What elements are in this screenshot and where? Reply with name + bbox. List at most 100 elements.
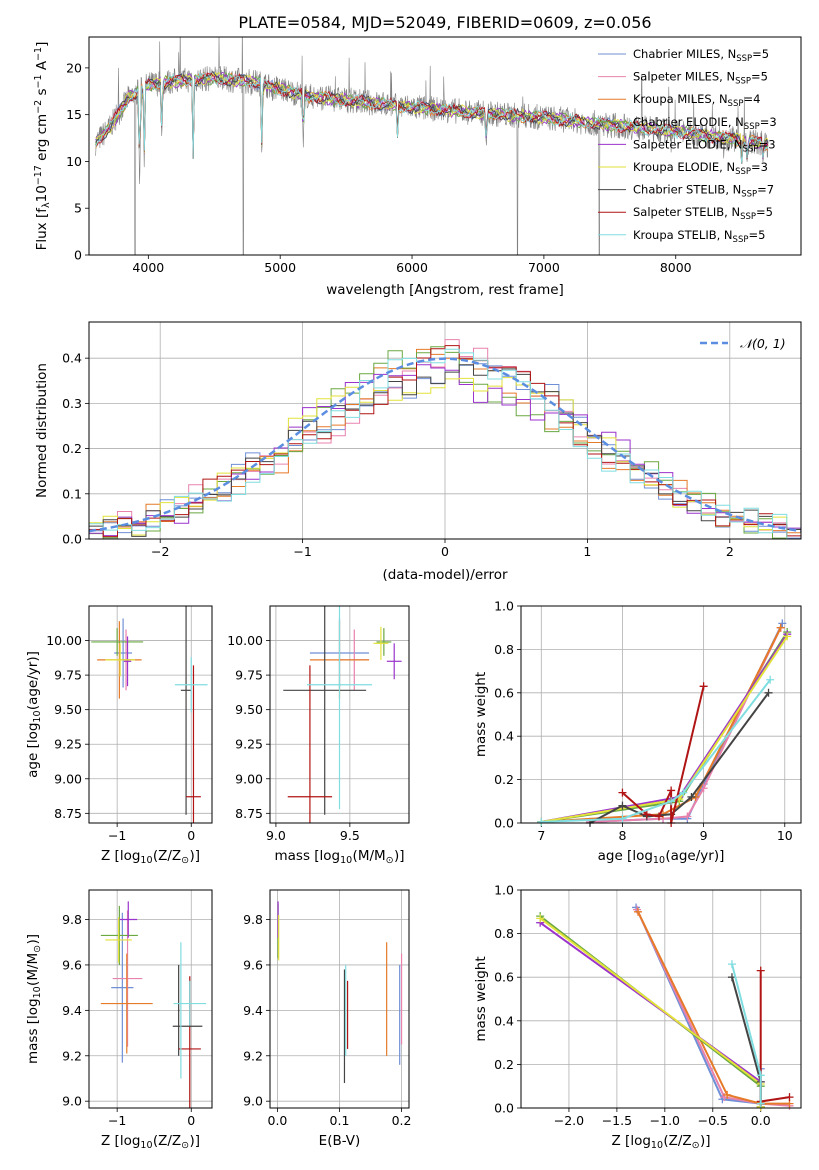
- residuals-xtick-label: 0: [441, 544, 449, 559]
- mass_vs_Z-ylabel: mass [log: [25, 998, 41, 1064]
- age_vs_Z-xlabel-close: )]: [189, 848, 200, 864]
- massweight_vs_Z-xlabel-close: )]: [700, 1133, 711, 1149]
- massweight_vs_Z-xlabel-sun: ⊙: [692, 1140, 700, 1151]
- massweight_vs_age-ytick-label: 0.4: [494, 729, 514, 744]
- age_vs_Z-xlabel: Z [log10 (Z/Z⊙ )]: [101, 848, 200, 866]
- mass_vs_Z-ylabel-sun: ⊙: [32, 945, 43, 953]
- series-marker: [783, 632, 792, 641]
- gaussian-curve: [88, 357, 802, 533]
- spectrum-model-line: [95, 70, 769, 164]
- massweight_vs_age-xtick-label: 10: [777, 828, 793, 843]
- legend-value: =3: [760, 115, 777, 129]
- series-line: [539, 921, 762, 1107]
- spectrum-ytick-label: 20: [66, 60, 82, 75]
- mass_vs_ebv-xtick-label: 0.2: [392, 1113, 412, 1128]
- series-line: [759, 970, 790, 1103]
- mass_vs_Z-xlabel-close: )]: [189, 1133, 200, 1149]
- residuals-ytick-label: 0.4: [62, 351, 82, 366]
- massweight_vs_Z-ytick-label: 0.4: [494, 1013, 514, 1028]
- legend-value: =3: [759, 137, 776, 151]
- spectrum-xtick-label: 6000: [396, 260, 428, 275]
- legend-name: Chabrier ELODIE, N: [633, 115, 744, 129]
- series-marker: [764, 688, 773, 697]
- spectrum-model-line: [95, 72, 769, 164]
- spectrum-ytick-label: 0: [74, 248, 82, 263]
- mass_vs_Z-ytick-label: 9.2: [62, 1048, 82, 1063]
- age_vs_Z-ylabel-sub: 10: [32, 710, 43, 722]
- massweight_vs_age-ytick-label: 0.6: [494, 685, 514, 700]
- massweight_vs_Z-xtick-label: 0.0: [751, 1113, 771, 1128]
- spectrum-model-line: [95, 71, 769, 164]
- residual-histogram: [89, 364, 801, 539]
- residuals-chart: −2 −1 0 1 2 0.0 0.1 0.2 0.3 0.4 𝒩(0, 1) (data-model…: [34, 321, 802, 583]
- series-line: [541, 627, 782, 823]
- massweight_vs_Z-ylabel: mass weight: [473, 956, 489, 1041]
- mass_vs_Z-ylabel-rest: (M/M: [25, 953, 41, 986]
- age_vs_Z-xlabel-sub: 10: [140, 855, 152, 866]
- mass_vs_Z-ytick-label: 9.8: [62, 912, 82, 927]
- residuals-xtick-label: −2: [151, 544, 169, 559]
- series-line: [541, 635, 789, 823]
- series-marker: [699, 682, 708, 691]
- legend-label: Salpeter STELIB, NSSP=5: [633, 205, 773, 222]
- series-line: [637, 911, 790, 1105]
- mass_vs_ebv-xtick-label: 0.0: [268, 1113, 288, 1128]
- series-marker: [723, 1090, 732, 1099]
- age_vs_Z-ytick-label: 9.75: [54, 668, 82, 683]
- spectrum-xtick-label: 5000: [264, 260, 296, 275]
- age_vs_mass-xtick-label: 9.5: [340, 828, 360, 843]
- legend-value: =7: [757, 183, 774, 197]
- series-marker: [618, 814, 627, 823]
- massweight_vs_Z-ytick-label: 0.8: [494, 926, 514, 941]
- spectrum-ylabel-sub: λ: [41, 202, 52, 208]
- legend-label: Salpeter ELODIE, NSSP=3: [633, 137, 776, 154]
- legend-label: 𝒩(0, 1): [740, 336, 786, 351]
- residuals-ytick-label: 0.2: [62, 441, 82, 456]
- legend-sub: SSP: [736, 54, 752, 64]
- massweight_vs_Z-ytick-label: 0.0: [494, 1101, 514, 1116]
- mass_vs_ebv-xtick-label: 0.1: [330, 1113, 350, 1128]
- legend-name: Kroupa ELODIE, N: [633, 160, 735, 174]
- series-marker: [766, 675, 775, 684]
- mass_vs_Z-ylabel: mass [log10 (M/M⊙ )]: [25, 934, 43, 1064]
- age_vs_Z-ytick-label: 9.00: [54, 771, 82, 786]
- massweight_vs_Z-xlabel: Z [log: [612, 1133, 651, 1149]
- spectrum-xtick-label: 7000: [528, 260, 560, 275]
- legend-sub: SSP: [733, 235, 749, 245]
- mass_vs_Z-ytick-label: 9.4: [62, 1003, 82, 1018]
- series-marker: [618, 788, 627, 797]
- spectrum-ylabel-exp: −17: [33, 165, 44, 185]
- residuals-ytick-label: 0.3: [62, 396, 82, 411]
- age_vs_Z-xtick-label: −1: [108, 828, 126, 843]
- legend-name: Kroupa STELIB, N: [633, 228, 733, 242]
- series-marker: [618, 801, 627, 810]
- age_vs_mass-frame: [269, 605, 410, 824]
- legend-value: =3: [751, 160, 768, 174]
- mass_vs_ebv-ytick-label: 9.4: [243, 1003, 263, 1018]
- series-line: [541, 633, 789, 823]
- legend-label: Salpeter MILES, NSSP=5: [633, 70, 768, 87]
- mass_vs_ebv-frame: [269, 889, 410, 1109]
- spectrum-ylabel-rest: 10: [34, 185, 50, 202]
- series-line: [539, 915, 762, 1107]
- mass_vs_ebv-ytick-label: 9.0: [243, 1094, 263, 1109]
- massweight_vs_age-xtick-label: 7: [537, 828, 545, 843]
- legend-value: =5: [756, 205, 773, 219]
- mass_vs_ebv-ytick-label: 9.2: [243, 1048, 263, 1063]
- legend-sub: SSP: [741, 190, 757, 200]
- massweight_vs_Z-frame: [520, 889, 802, 1109]
- massweight_vs_age-xtick-label: 9: [700, 828, 708, 843]
- spectrum-ylabel: Flux [fλ10−17 erg cm−2 s−1 A−1]: [33, 42, 52, 251]
- age_vs_Z-ytick-label: 8.75: [54, 806, 82, 821]
- age_vs_mass-ytick-label: 9.50: [235, 702, 263, 717]
- mass_vs_Z-xlabel: Z [log10 (Z/Z⊙ )]: [101, 1133, 200, 1151]
- legend-value: =5: [751, 70, 768, 84]
- legend-sub: SSP: [735, 167, 751, 177]
- mass_vs_ebv-chart: 0.0 0.1 0.2 9.0 9.2 9.4 9.6 9.8 E(B-V): [243, 889, 412, 1149]
- massweight_vs_age-xlabel-sub: 10: [653, 855, 665, 866]
- spectrum-xtick-label: 4000: [132, 260, 164, 275]
- mass_vs_Z-ytick-label: 9.0: [62, 1094, 82, 1109]
- age_vs_mass-ytick-label: 9.75: [235, 668, 263, 683]
- spectrum-ylabel: Flux [f: [34, 207, 50, 251]
